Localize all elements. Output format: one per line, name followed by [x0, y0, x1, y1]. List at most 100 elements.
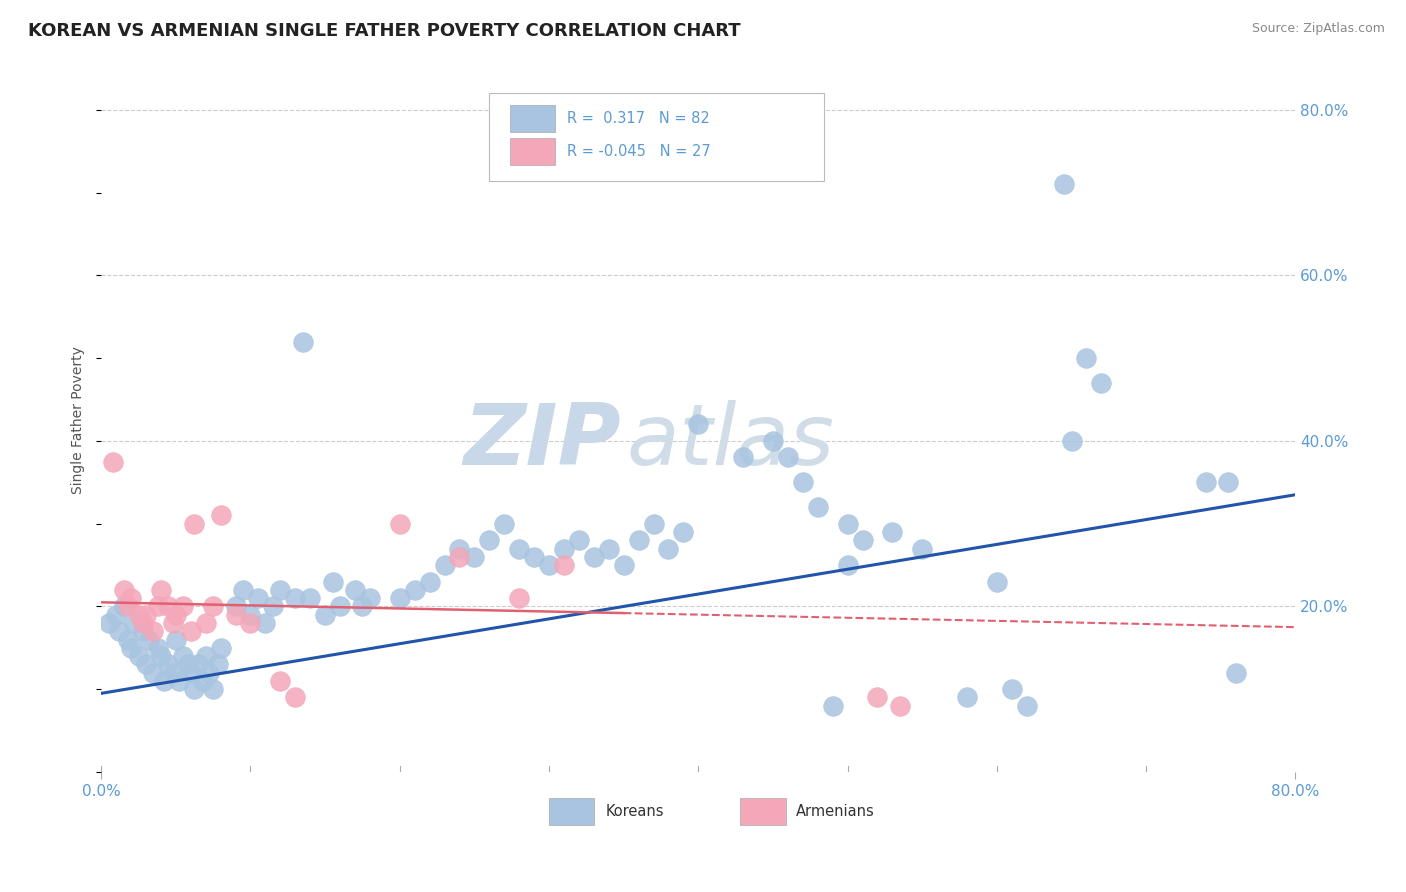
Point	[851, 533, 873, 548]
Point	[157, 599, 180, 614]
Point	[165, 607, 187, 622]
Bar	[550, 798, 595, 825]
Point	[225, 607, 247, 622]
Point	[132, 615, 155, 630]
Point	[613, 558, 636, 572]
Point	[142, 665, 165, 680]
Point	[120, 640, 142, 655]
Point	[146, 640, 169, 655]
Point	[672, 524, 695, 539]
Point	[911, 541, 934, 556]
Text: Source: ZipAtlas.com: Source: ZipAtlas.com	[1251, 22, 1385, 36]
Point	[112, 599, 135, 614]
Point	[180, 624, 202, 639]
Point	[128, 649, 150, 664]
Point	[146, 599, 169, 614]
Point	[135, 657, 157, 672]
Point	[149, 649, 172, 664]
Point	[132, 624, 155, 639]
Point	[882, 524, 904, 539]
Point	[657, 541, 679, 556]
Point	[180, 665, 202, 680]
Point	[343, 582, 366, 597]
Point	[1015, 698, 1038, 713]
Point	[209, 508, 232, 523]
Point	[1060, 434, 1083, 448]
Point	[322, 574, 344, 589]
Point	[117, 632, 139, 647]
Point	[598, 541, 620, 556]
Point	[165, 632, 187, 647]
Point	[191, 673, 214, 688]
Point	[494, 516, 516, 531]
Point	[108, 624, 131, 639]
Point	[837, 516, 859, 531]
Point	[821, 698, 844, 713]
Text: Koreans: Koreans	[605, 804, 664, 819]
Point	[117, 599, 139, 614]
Point	[582, 549, 605, 564]
Point	[762, 434, 785, 448]
Point	[149, 582, 172, 597]
Point	[167, 673, 190, 688]
Point	[1053, 178, 1076, 192]
Text: R =  0.317   N = 82: R = 0.317 N = 82	[567, 111, 710, 126]
Point	[194, 649, 217, 664]
Point	[162, 665, 184, 680]
Point	[889, 698, 911, 713]
Point	[508, 541, 530, 556]
Point	[314, 607, 336, 622]
Point	[202, 682, 225, 697]
Point	[807, 500, 830, 515]
Text: Armenians: Armenians	[796, 804, 875, 819]
Point	[232, 582, 254, 597]
Point	[135, 607, 157, 622]
Point	[359, 591, 381, 606]
Point	[352, 599, 374, 614]
Point	[246, 591, 269, 606]
Point	[388, 591, 411, 606]
Point	[1076, 351, 1098, 366]
Point	[172, 599, 194, 614]
Point	[284, 591, 307, 606]
Point	[262, 599, 284, 614]
Text: KOREAN VS ARMENIAN SINGLE FATHER POVERTY CORRELATION CHART: KOREAN VS ARMENIAN SINGLE FATHER POVERTY…	[28, 22, 741, 40]
FancyBboxPatch shape	[489, 93, 824, 181]
Point	[269, 673, 291, 688]
Point	[239, 607, 262, 622]
Point	[202, 599, 225, 614]
Point	[1218, 475, 1240, 490]
Point	[112, 582, 135, 597]
Point	[643, 516, 665, 531]
Point	[329, 599, 352, 614]
Point	[120, 591, 142, 606]
Point	[508, 591, 530, 606]
Point	[956, 690, 979, 705]
Text: atlas: atlas	[627, 400, 835, 483]
Point	[122, 615, 145, 630]
Point	[463, 549, 485, 564]
Point	[162, 615, 184, 630]
Point	[688, 417, 710, 432]
Point	[157, 657, 180, 672]
Point	[194, 615, 217, 630]
Point	[568, 533, 591, 548]
Point	[478, 533, 501, 548]
Point	[299, 591, 322, 606]
Point	[1090, 376, 1112, 390]
Point	[153, 673, 176, 688]
Point	[792, 475, 814, 490]
Point	[419, 574, 441, 589]
Point	[553, 558, 575, 572]
Point	[523, 549, 546, 564]
Point	[183, 516, 205, 531]
Bar	[740, 798, 786, 825]
Point	[388, 516, 411, 531]
Point	[986, 574, 1008, 589]
Y-axis label: Single Father Poverty: Single Father Poverty	[72, 346, 86, 494]
Point	[225, 599, 247, 614]
Point	[733, 450, 755, 465]
Point	[172, 649, 194, 664]
Point	[553, 541, 575, 556]
Point	[837, 558, 859, 572]
